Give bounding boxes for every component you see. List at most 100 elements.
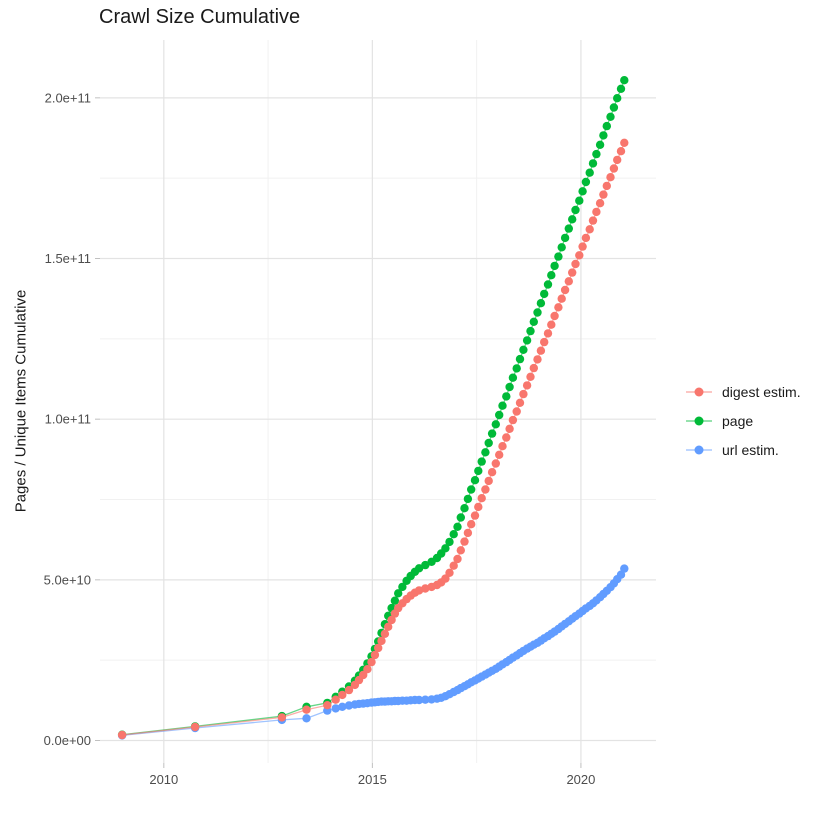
data-point-page [613, 94, 622, 103]
data-point-digest [190, 722, 200, 732]
data-point-page [421, 560, 430, 570]
data-point-digest [588, 216, 598, 225]
data-point-digest [384, 622, 393, 631]
data-point-digest [460, 537, 469, 546]
data-point-digest [512, 407, 521, 416]
data-point-page [592, 149, 601, 159]
data-point-page [394, 589, 403, 598]
data-point-digest [380, 629, 390, 638]
data-point-page [456, 513, 465, 522]
data-point-page [554, 252, 563, 261]
data-point-digest [575, 251, 584, 260]
data-point-page [467, 485, 476, 494]
data-point-page [477, 457, 486, 466]
data-point-digest [585, 225, 594, 234]
data-point-digest [613, 155, 622, 165]
data-point-url [338, 702, 347, 711]
data-point-digest [536, 346, 546, 355]
data-point-digest [445, 568, 454, 577]
series-digest [117, 138, 629, 740]
data-point-digest [470, 511, 480, 520]
data-point-page [547, 271, 556, 280]
data-point-digest [550, 311, 559, 321]
data-point-url [620, 564, 629, 573]
data-point-digest [498, 442, 507, 451]
data-point-page [522, 336, 532, 345]
data-point-digest [564, 277, 573, 286]
data-point-page [540, 289, 549, 299]
data-point-page [557, 243, 566, 252]
data-point-page [529, 317, 538, 326]
data-point-digest [533, 355, 542, 364]
series-page [117, 76, 629, 739]
data-point-page [550, 261, 559, 271]
data-point-digest [616, 147, 626, 156]
y-tick-label: 1.5e+11 [45, 251, 91, 266]
data-point-page [609, 103, 619, 112]
data-point-page [519, 345, 528, 354]
data-point-digest [441, 574, 450, 583]
data-point-digest [522, 381, 532, 390]
data-point-digest [508, 415, 518, 425]
data-point-digest [502, 433, 511, 442]
data-point-page [495, 410, 504, 420]
data-point-page [588, 159, 598, 168]
data-point-page [460, 504, 469, 513]
data-point-digest [331, 695, 340, 704]
legend-item-digest: digest estim. [684, 381, 801, 403]
data-point-digest [581, 233, 591, 243]
data-point-digest [338, 690, 347, 700]
data-point-digest [363, 665, 372, 674]
legend-label: digest estim. [722, 384, 801, 400]
data-point-page [508, 373, 518, 382]
legend: digest estim. page url estim. [684, 381, 801, 461]
data-point-digest [467, 520, 476, 529]
data-point-digest [377, 636, 386, 646]
data-point-page [560, 233, 570, 243]
data-point-url [331, 704, 340, 713]
data-point-page [398, 582, 407, 592]
data-point-page [502, 392, 511, 401]
data-point-digest [554, 303, 563, 312]
data-point-digest [592, 207, 601, 217]
data-point-page [564, 224, 573, 233]
data-point-url [414, 695, 424, 705]
data-point-digest [359, 670, 368, 680]
y-tick-label: 0.0e+00 [44, 733, 91, 748]
data-point-digest [456, 546, 465, 555]
data-point-digest [495, 450, 504, 459]
data-point-digest [323, 701, 332, 710]
data-point-page [474, 466, 483, 476]
chart-title: Crawl Size Cumulative [99, 6, 301, 28]
legend-key-icon [686, 387, 712, 397]
data-point-digest [463, 528, 473, 538]
data-point-digest [367, 657, 376, 667]
data-point-page [620, 76, 629, 85]
data-point-digest [491, 459, 500, 468]
data-point-page [463, 494, 473, 504]
data-point-digest [568, 268, 577, 277]
data-point-page [526, 326, 535, 336]
data-point-digest [606, 173, 615, 182]
data-point-digest [374, 643, 383, 653]
data-point-page [595, 140, 605, 149]
data-point-page [599, 131, 608, 140]
data-point-digest [543, 329, 553, 338]
data-point-digest [474, 502, 483, 512]
data-point-digest [481, 485, 490, 494]
data-point-digest [595, 199, 605, 208]
legend-label: url estim. [722, 442, 779, 458]
data-point-page [491, 420, 500, 429]
data-point-url [421, 695, 430, 704]
legend-key-icon [686, 445, 712, 455]
data-point-url [302, 714, 311, 723]
data-point-digest [487, 468, 497, 477]
data-point-page [512, 364, 521, 373]
data-point-digest [599, 190, 608, 199]
y-tick-label: 1.0e+11 [45, 412, 91, 427]
data-point-page [481, 448, 490, 457]
data-point-page [470, 476, 480, 485]
x-tick-label: 2020 [566, 772, 595, 787]
